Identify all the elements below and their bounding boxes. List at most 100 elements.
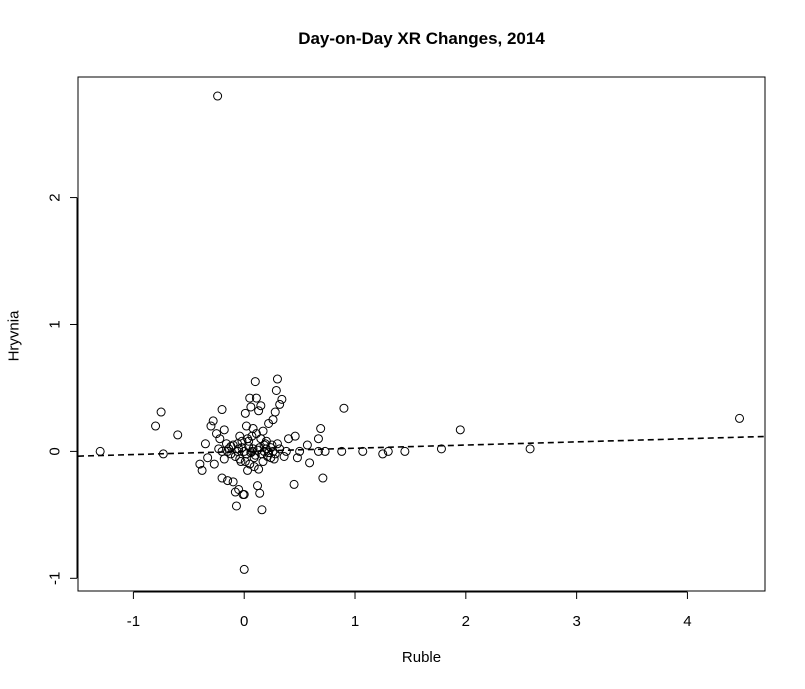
data-point bbox=[245, 459, 255, 469]
data-point bbox=[246, 402, 256, 412]
x-tick-label: -1 bbox=[127, 613, 140, 630]
data-point bbox=[256, 401, 266, 411]
data-point bbox=[455, 425, 465, 435]
regression-line-group bbox=[77, 435, 766, 457]
data-point bbox=[247, 431, 257, 441]
y-axis: -1 0 1 2 bbox=[47, 193, 78, 585]
data-point bbox=[235, 431, 245, 441]
data-point bbox=[243, 434, 253, 444]
data-point bbox=[258, 457, 268, 467]
data-point bbox=[151, 421, 161, 431]
data-point bbox=[241, 421, 251, 431]
data-point bbox=[226, 449, 236, 459]
x-tick-label: 4 bbox=[683, 613, 691, 630]
data-point bbox=[240, 408, 250, 418]
data-point bbox=[224, 444, 234, 454]
data-point bbox=[436, 444, 446, 454]
data-point bbox=[250, 450, 260, 460]
data-point bbox=[289, 479, 299, 489]
x-tick-label: 0 bbox=[240, 613, 248, 630]
data-point bbox=[272, 439, 282, 449]
data-point bbox=[239, 446, 249, 456]
plot-frame bbox=[77, 76, 766, 592]
data-point bbox=[249, 462, 259, 472]
data-point bbox=[158, 449, 168, 459]
data-point bbox=[243, 465, 253, 475]
data-point bbox=[195, 459, 205, 469]
y-tick-label: 2 bbox=[47, 193, 64, 201]
data-point bbox=[735, 413, 745, 423]
data-point bbox=[271, 385, 281, 395]
data-point bbox=[239, 490, 249, 500]
data-point bbox=[256, 434, 266, 444]
data-point bbox=[313, 446, 323, 456]
data-point bbox=[272, 374, 282, 384]
data-point bbox=[262, 451, 272, 461]
data-point bbox=[378, 449, 388, 459]
data-point bbox=[264, 448, 274, 458]
data-point bbox=[200, 439, 210, 449]
data-point bbox=[156, 407, 166, 417]
data-point bbox=[318, 473, 328, 483]
data-point bbox=[400, 446, 410, 456]
data-point bbox=[275, 444, 285, 454]
data-point bbox=[197, 465, 207, 475]
data-point bbox=[251, 393, 261, 403]
data-point bbox=[217, 405, 227, 415]
y-tick-label: 1 bbox=[47, 320, 64, 328]
data-point bbox=[173, 430, 183, 440]
y-tick-label: 0 bbox=[47, 447, 64, 455]
data-point bbox=[212, 429, 222, 439]
data-point bbox=[383, 446, 393, 456]
data-point bbox=[239, 564, 249, 574]
data-point bbox=[215, 434, 225, 444]
data-point bbox=[295, 446, 305, 456]
data-point bbox=[254, 406, 264, 416]
data-point bbox=[337, 446, 347, 456]
data-point bbox=[235, 454, 245, 464]
data-point bbox=[245, 393, 255, 403]
data-point bbox=[339, 403, 349, 413]
data-point bbox=[233, 439, 243, 449]
data-point bbox=[237, 436, 247, 446]
data-point bbox=[209, 459, 219, 469]
data-point bbox=[305, 458, 315, 468]
data-point bbox=[275, 399, 285, 409]
data-point bbox=[223, 476, 233, 486]
data-point bbox=[284, 434, 294, 444]
data-point bbox=[228, 477, 238, 487]
data-point bbox=[206, 421, 216, 431]
data-point bbox=[221, 439, 231, 449]
data-point bbox=[253, 481, 263, 491]
data-point bbox=[213, 91, 223, 101]
x-tick-label: 2 bbox=[462, 613, 470, 630]
data-point bbox=[290, 431, 300, 441]
data-point bbox=[230, 451, 240, 461]
x-tick-label: 3 bbox=[572, 613, 580, 630]
data-point bbox=[525, 444, 535, 454]
data-point bbox=[219, 454, 229, 464]
data-point bbox=[257, 505, 267, 515]
data-point bbox=[313, 434, 323, 444]
x-axis-label: Ruble bbox=[401, 649, 442, 666]
data-point bbox=[358, 446, 368, 456]
y-tick-label: -1 bbox=[47, 572, 64, 585]
data-point bbox=[255, 488, 265, 498]
x-tick-label: 1 bbox=[351, 613, 359, 630]
data-point bbox=[217, 473, 227, 483]
data-point bbox=[320, 446, 330, 456]
data-point bbox=[250, 377, 260, 387]
data-point bbox=[208, 416, 218, 426]
data-points bbox=[95, 91, 745, 574]
data-point bbox=[248, 444, 258, 454]
data-point bbox=[234, 444, 244, 454]
data-point bbox=[269, 454, 279, 464]
data-point bbox=[277, 394, 287, 404]
data-point bbox=[260, 439, 270, 449]
data-point bbox=[270, 449, 280, 459]
data-point bbox=[219, 425, 229, 435]
data-point bbox=[217, 446, 227, 456]
data-point bbox=[292, 453, 302, 463]
regression-line bbox=[77, 435, 766, 457]
